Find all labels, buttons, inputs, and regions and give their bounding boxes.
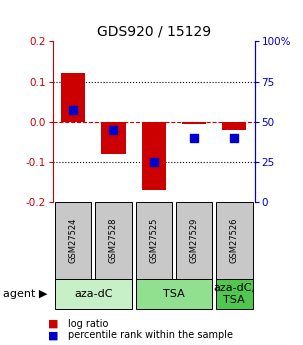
Text: ■: ■ bbox=[48, 319, 59, 328]
Text: GSM27528: GSM27528 bbox=[109, 218, 118, 263]
Text: TSA: TSA bbox=[163, 289, 185, 299]
Point bbox=[152, 159, 156, 165]
Point bbox=[71, 107, 76, 112]
Text: ■: ■ bbox=[48, 331, 59, 340]
Text: aza-dC: aza-dC bbox=[74, 289, 113, 299]
Bar bbox=[216, 202, 252, 279]
Bar bbox=[102, 122, 125, 154]
Text: GSM27524: GSM27524 bbox=[69, 218, 78, 263]
Text: agent ▶: agent ▶ bbox=[3, 289, 47, 299]
Bar bbox=[142, 122, 166, 190]
Bar bbox=[61, 73, 85, 122]
Point bbox=[232, 135, 237, 140]
Text: GSM27526: GSM27526 bbox=[230, 218, 239, 263]
Bar bbox=[136, 279, 212, 309]
Bar bbox=[216, 279, 252, 309]
Text: GSM27525: GSM27525 bbox=[149, 218, 158, 263]
Bar bbox=[55, 279, 132, 309]
Point bbox=[111, 127, 116, 132]
Text: log ratio: log ratio bbox=[68, 319, 108, 328]
Point bbox=[192, 135, 197, 140]
Bar bbox=[136, 202, 172, 279]
Bar bbox=[176, 202, 212, 279]
Title: GDS920 / 15129: GDS920 / 15129 bbox=[97, 25, 211, 39]
Bar bbox=[182, 122, 206, 124]
Bar bbox=[95, 202, 132, 279]
Text: percentile rank within the sample: percentile rank within the sample bbox=[68, 331, 233, 340]
Bar bbox=[55, 202, 91, 279]
Bar bbox=[222, 122, 246, 130]
Text: GSM27529: GSM27529 bbox=[190, 218, 198, 263]
Text: aza-dC,
TSA: aza-dC, TSA bbox=[213, 283, 255, 305]
